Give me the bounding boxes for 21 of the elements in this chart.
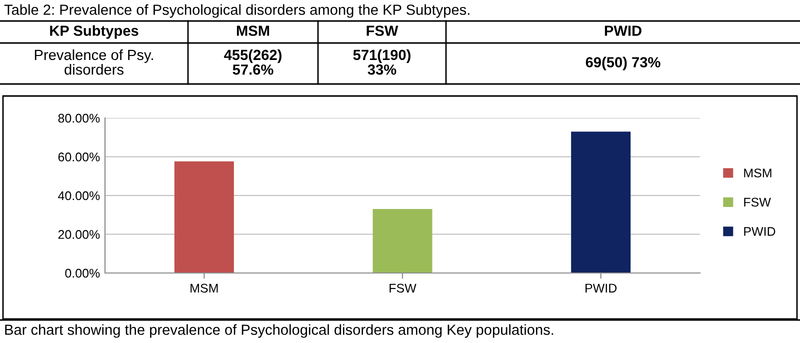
legend-label: PWID	[744, 227, 776, 236]
y-tick-label: 20.00%	[58, 230, 100, 239]
text: Bar chart showing the prevalence of Psychological disorders among Key populations.	[5, 324, 554, 338]
y-tick-label: 80.00%	[58, 114, 100, 123]
text: 571(190) 33%	[353, 49, 410, 75]
legend-label: MSM	[744, 168, 772, 178]
text: 69(50) 73%	[586, 56, 660, 70]
text: MSM	[236, 26, 270, 36]
x-tick-label: PWID	[586, 284, 617, 292]
text: KP Subtypes	[50, 25, 138, 39]
legend-label: FSW	[744, 198, 771, 207]
y-tick-label: 0.00%	[65, 268, 100, 278]
y-tick-label: 40.00%	[58, 191, 100, 200]
text: Prevalence of Psy. disorders	[34, 49, 153, 75]
text: FSW	[366, 26, 398, 36]
text: 455(262) 57.6%	[224, 49, 282, 75]
chart-title: Table 2: Prevalence of Psychological disorders among the KP Subtypes.	[4, 4, 470, 18]
x-tick-label: MSM	[190, 284, 218, 293]
text: PWID	[604, 26, 642, 36]
x-tick-label: FSW	[390, 284, 416, 293]
y-tick-label: 60.00%	[58, 152, 100, 162]
